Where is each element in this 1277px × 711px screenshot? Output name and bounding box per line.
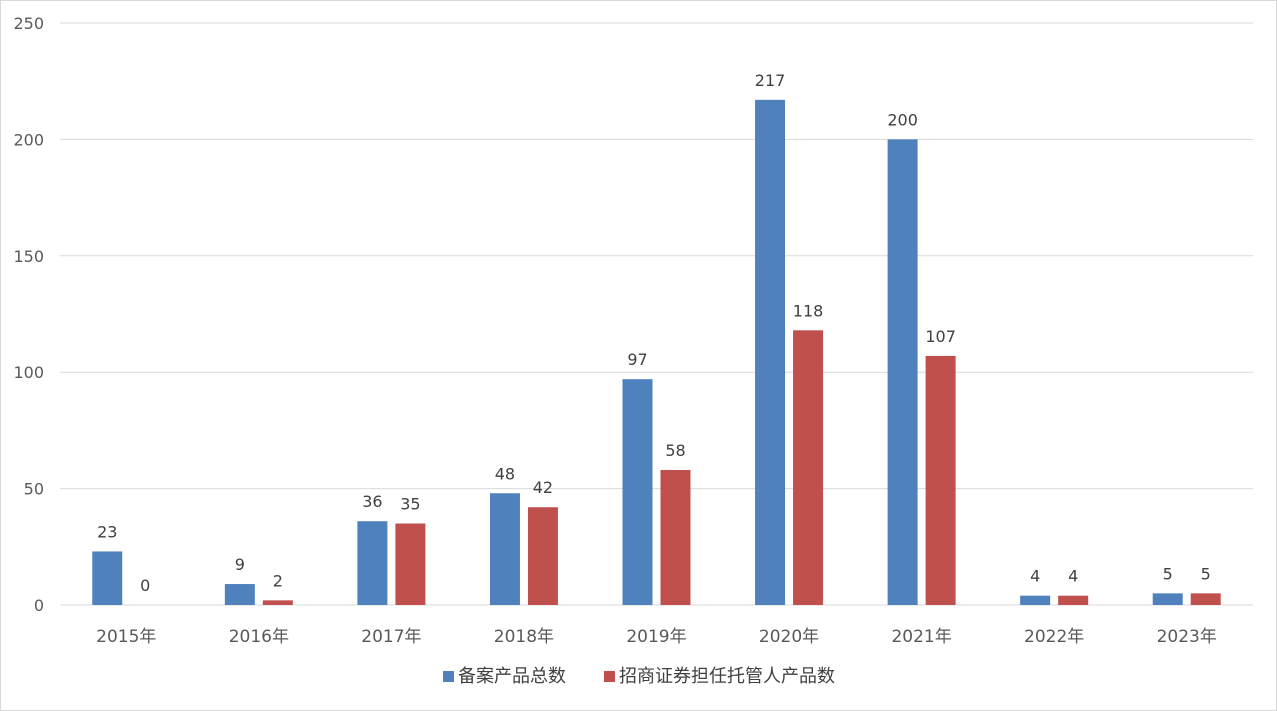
x-category-label: 2015年 [96,627,156,647]
data-label: 23 [97,522,117,541]
bar-custodian [925,355,956,605]
bar-total [1020,595,1051,605]
bar-total [92,551,123,605]
data-label: 42 [533,478,553,497]
legend: 备案产品总数 招商证券担任托管人产品数 [443,666,835,687]
gridlines [60,22,1253,606]
data-label: 217 [755,71,786,90]
data-label: 36 [362,492,382,511]
bar-total [357,521,388,605]
bar-custodian [793,330,824,605]
data-label: 0 [140,576,150,595]
data-label: 58 [665,441,685,460]
legend-label: 招商证券担任托管人产品数 [619,666,835,687]
y-tick-label: 0 [34,596,44,615]
data-label: 4 [1068,567,1078,586]
bar-total [224,584,255,605]
x-category-label: 2023年 [1157,627,1217,647]
x-category-label: 2019年 [626,627,686,647]
data-label: 2 [273,571,283,590]
y-tick-label: 50 [24,480,44,499]
x-category-label: 2016年 [229,627,289,647]
data-label: 48 [495,464,515,483]
bar-custodian [262,600,293,605]
legend-swatch [604,671,615,682]
bar-custodian [395,523,426,605]
bar-custodian [1058,595,1089,605]
y-tick-label: 250 [13,14,44,33]
y-tick-label: 100 [13,363,44,382]
data-label: 9 [235,555,245,574]
y-tick-label: 150 [13,247,44,266]
x-category-label: 2022年 [1024,627,1084,647]
x-category-label: 2018年 [494,627,554,647]
data-label: 97 [627,350,647,369]
data-label: 200 [887,110,918,129]
data-label: 4 [1030,567,1040,586]
bars [92,99,1221,605]
x-category-label: 2017年 [361,627,421,647]
legend-swatch [443,671,454,682]
bar-custodian [660,469,691,605]
x-category-label: 2021年 [891,627,951,647]
x-category-label: 2020年 [759,627,819,647]
bar-total [622,379,653,605]
bar-total [755,99,786,605]
data-label: 118 [793,301,824,320]
legend-label: 备案产品总数 [458,666,566,687]
x-axis-categories: 2015年 2016年 2017年 2018年 2019年 2020年 2021年 2022年… [96,627,1217,647]
data-label: 5 [1201,564,1211,583]
data-label: 35 [400,495,420,514]
bar-total [1152,593,1183,605]
data-labels: 23 0 9 2 36 35 48 42 97 58 217 118 200 107 4 4 5 5 [97,71,1211,595]
data-label: 5 [1163,564,1173,583]
y-axis-ticks: 0 50 100 150 200 250 [13,14,44,615]
bar-custodian [527,507,558,605]
bar-custodian [1190,593,1221,605]
y-tick-label: 200 [13,130,44,149]
bar-total [887,139,918,605]
bar-total [489,493,520,605]
data-label: 107 [925,327,956,346]
